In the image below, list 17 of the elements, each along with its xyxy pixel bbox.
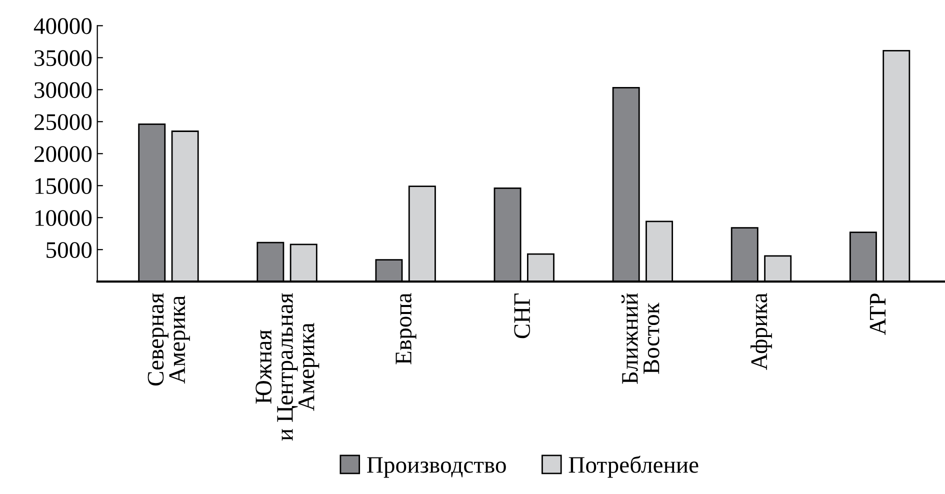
x-tick-label: Европа	[396, 293, 416, 364]
y-tick-label: 30000	[34, 82, 92, 98]
x-tick-label: Южная и Центральная Америка	[256, 293, 320, 441]
y-tick-label: 40000	[34, 18, 92, 34]
y-tick-label: 10000	[36, 210, 92, 226]
y-tick-label: 5000	[46, 242, 92, 258]
x-tick-label: СНГ	[514, 293, 530, 338]
y-tick-label: 15000	[36, 178, 92, 194]
x-tick-label: Северная Америка	[148, 293, 190, 386]
y-tick-label: 35000	[34, 50, 92, 66]
x-tick-label: Африка	[750, 293, 772, 370]
y-tick-label: 20000	[34, 146, 92, 162]
x-tick-label: АТР	[870, 294, 886, 335]
x-tick-label: Ближний Восток	[621, 293, 660, 384]
y-tick-label: 25000	[34, 114, 92, 130]
legend-label: Производство	[367, 457, 506, 478]
legend-label: Потребление	[568, 456, 698, 478]
